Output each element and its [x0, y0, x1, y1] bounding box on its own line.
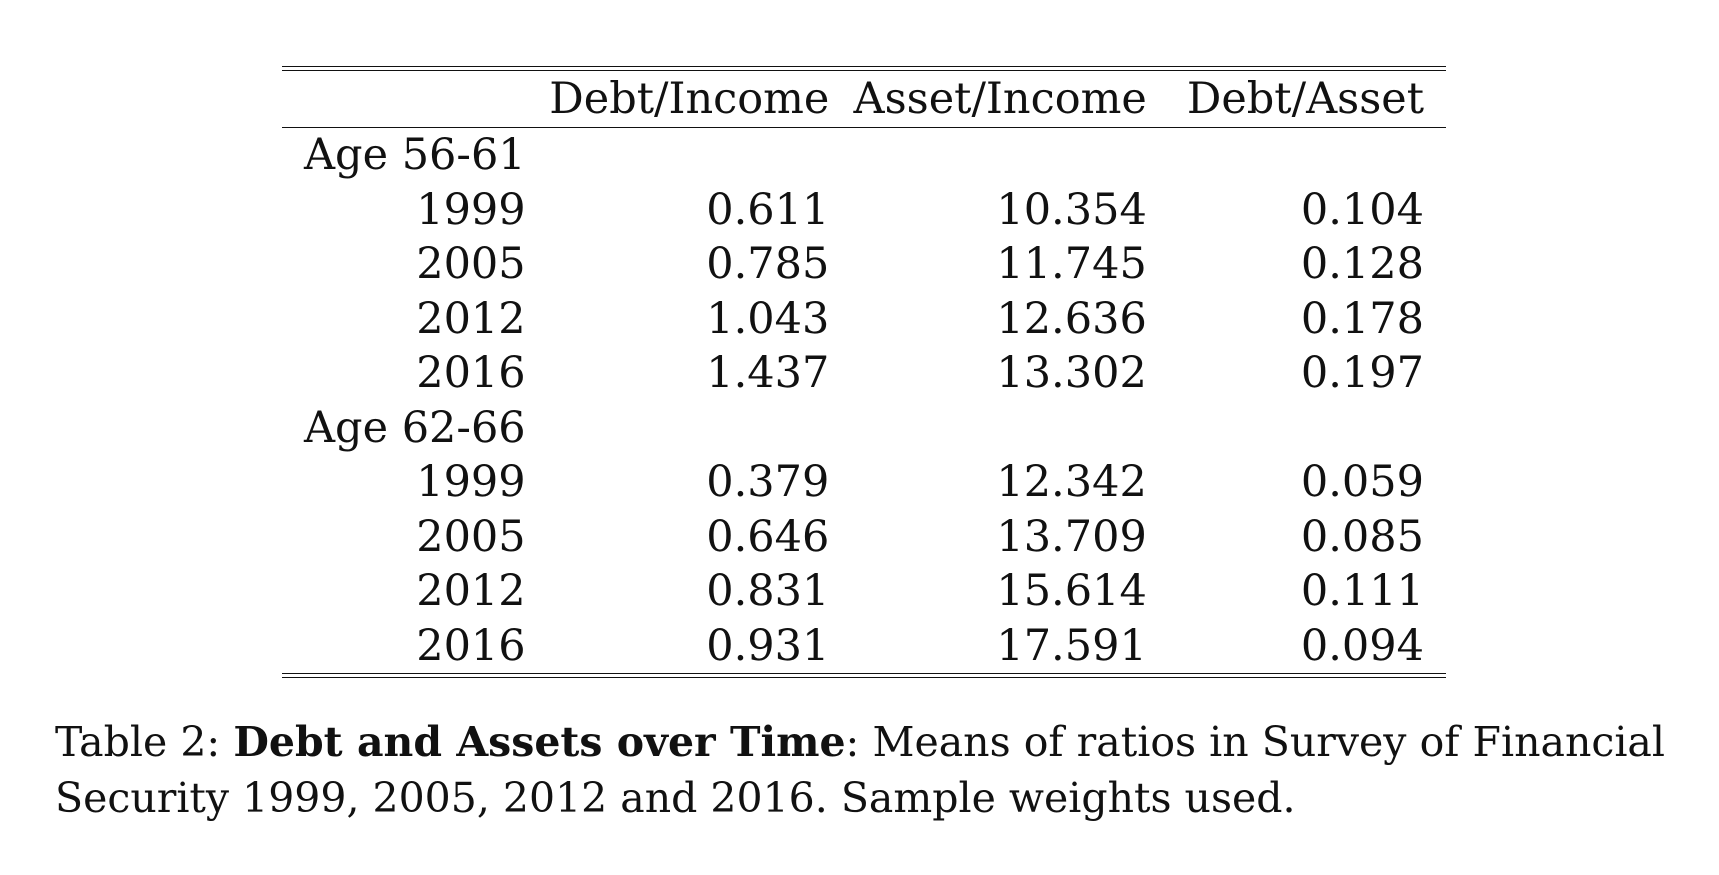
- table-row: 2016 1.437 13.302 0.197: [282, 346, 1446, 401]
- debt-income-cell: 0.931: [706, 620, 830, 671]
- asset-income-cell: 13.709: [996, 511, 1147, 562]
- table-row: 2005 0.646 13.709 0.085: [282, 510, 1446, 565]
- year-cell: 2016: [416, 620, 526, 671]
- table-row: 2012 0.831 15.614 0.111: [282, 564, 1446, 619]
- year-cell: 2016: [416, 348, 526, 398]
- caption-title: Debt and Assets over Time: [233, 718, 846, 766]
- header-debt-asset: Debt/Asset: [1186, 73, 1424, 124]
- header-row: Debt/Income Asset/Income Debt/Asset: [282, 71, 1446, 128]
- debt-asset-cell: 0.094: [1300, 620, 1424, 671]
- debt-income-cell: 0.831: [706, 566, 830, 616]
- year-cell: 2005: [416, 511, 526, 562]
- results-table: Debt/Income Asset/Income Debt/Asset Age …: [282, 66, 1446, 678]
- year-cell: 2012: [416, 566, 526, 616]
- caption-text: : Means of ratios in Survey of Financial…: [55, 718, 1665, 822]
- empty-cell: [1147, 401, 1446, 456]
- group-row: Age 62-66: [282, 401, 1446, 456]
- year-cell: 1999: [416, 184, 526, 235]
- header-stub: [282, 71, 526, 128]
- asset-income-cell: 15.614: [996, 566, 1147, 616]
- asset-income-cell: 12.342: [996, 457, 1147, 507]
- asset-income-cell: 13.302: [996, 348, 1147, 398]
- empty-cell: [526, 128, 830, 183]
- debt-asset-cell: 0.197: [1300, 348, 1424, 398]
- debt-income-cell: 0.785: [706, 239, 830, 289]
- debt-asset-cell: 0.059: [1300, 457, 1424, 507]
- caption-label: Table 2:: [55, 718, 234, 766]
- table-row: 1999 0.611 10.354 0.104: [282, 183, 1446, 238]
- group-label: Age 62-66: [304, 402, 526, 453]
- table-caption: Table 2: Debt and Assets over Time: Mean…: [55, 714, 1665, 826]
- header-debt-income: Debt/Income: [549, 73, 830, 124]
- debt-income-cell: 1.043: [706, 293, 830, 344]
- empty-cell: [526, 401, 830, 456]
- data-table: Debt/Income Asset/Income Debt/Asset Age …: [282, 71, 1446, 673]
- debt-asset-cell: 0.085: [1300, 511, 1424, 562]
- table-body: Age 56-61 1999 0.611 10.354 0.104 2005 0.785 11…: [282, 127, 1446, 674]
- group-label: Age 56-61: [304, 130, 526, 180]
- debt-income-cell: 0.611: [706, 184, 830, 235]
- debt-asset-cell: 0.111: [1300, 566, 1424, 616]
- debt-income-cell: 1.437: [706, 348, 830, 398]
- header-asset-income: Asset/Income: [853, 73, 1147, 124]
- debt-asset-cell: 0.178: [1300, 293, 1424, 344]
- year-cell: 2005: [416, 239, 526, 289]
- empty-cell: [1147, 128, 1446, 183]
- asset-income-cell: 12.636: [996, 293, 1147, 344]
- table-row: 2016 0.931 17.591 0.094: [282, 619, 1446, 674]
- asset-income-cell: 10.354: [996, 184, 1147, 235]
- debt-income-cell: 0.646: [706, 511, 830, 562]
- table-row: 1999 0.379 12.342 0.059: [282, 455, 1446, 510]
- empty-cell: [829, 401, 1146, 456]
- empty-cell: [829, 128, 1146, 183]
- table-row: 2012 1.043 12.636 0.178: [282, 292, 1446, 347]
- asset-income-cell: 17.591: [996, 620, 1147, 671]
- group-row: Age 56-61: [282, 127, 1446, 183]
- top-rule: [282, 66, 1446, 71]
- year-cell: 2012: [416, 293, 526, 344]
- table-row: 2005 0.785 11.745 0.128: [282, 237, 1446, 292]
- debt-asset-cell: 0.128: [1300, 239, 1424, 289]
- asset-income-cell: 11.745: [996, 239, 1147, 289]
- debt-asset-cell: 0.104: [1300, 184, 1424, 235]
- bottom-rule: [282, 673, 1446, 678]
- debt-income-cell: 0.379: [706, 457, 830, 507]
- year-cell: 1999: [416, 457, 526, 507]
